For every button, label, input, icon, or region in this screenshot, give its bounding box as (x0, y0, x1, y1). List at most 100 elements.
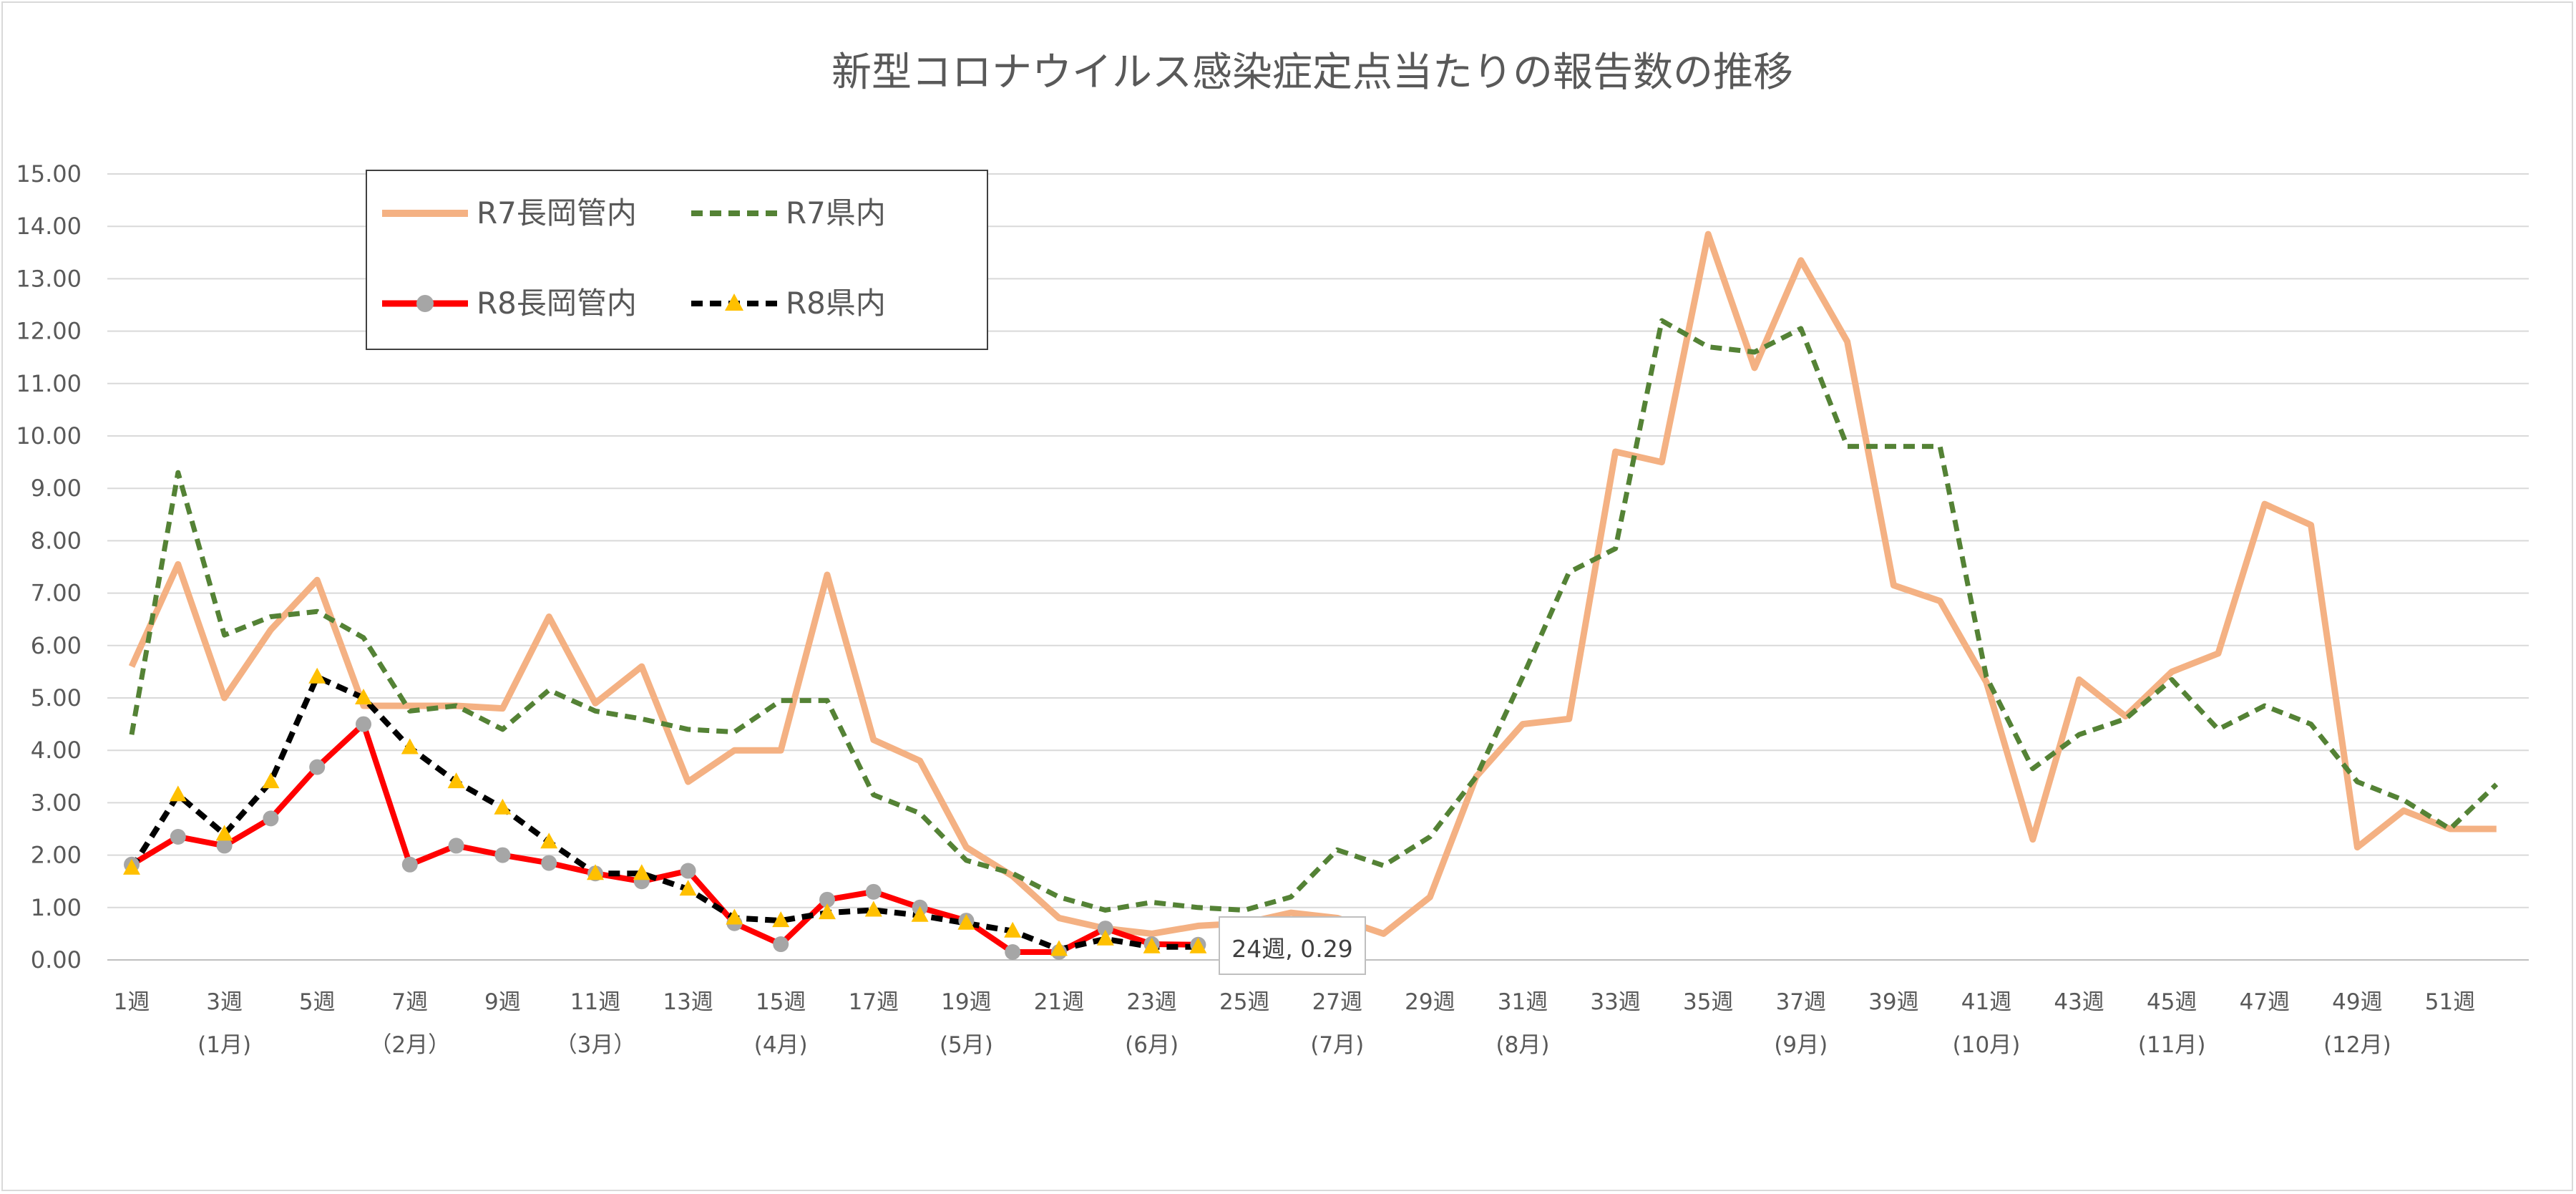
month-label: (6月) (1125, 1032, 1179, 1058)
x-tick-label: 19週 (941, 989, 991, 1015)
month-label: (7月) (1310, 1032, 1364, 1058)
y-tick-label: 14.00 (16, 213, 82, 240)
y-tick-label: 10.00 (16, 422, 82, 450)
x-tick-label: 33週 (1590, 989, 1640, 1015)
data-point-r8-ken (957, 913, 975, 930)
data-point-r8-nagaoka (1097, 921, 1113, 937)
data-point-r8-ken (1143, 937, 1161, 953)
data-point-r8-nagaoka (819, 891, 835, 908)
x-tick-label: 37週 (1776, 989, 1826, 1015)
series-markers (123, 667, 1207, 961)
line-chart: 新型コロナウイルス感染症定点当たりの報告数の推移 0.00 1.00 2.00 3.0… (16, 49, 2529, 1058)
data-point-r8-nagaoka (216, 838, 233, 854)
y-tick-label: 11.00 (16, 370, 82, 397)
data-point-r8-ken (215, 825, 233, 841)
y-tick-label: 4.00 (31, 737, 82, 764)
month-label: (9月) (1774, 1032, 1828, 1058)
legend-marker-r8-ken (725, 293, 743, 311)
y-tick-label: 6.00 (31, 632, 82, 659)
legend-marker-r8-nagaoka (416, 295, 434, 312)
y-tick-label: 3.00 (31, 789, 82, 816)
data-point-r8-nagaoka (865, 883, 882, 900)
month-label: (12月) (2323, 1032, 2391, 1058)
month-labels: (1月) （2月） （3月） (4月) (5月) (6月) (7月) (8月) (9月) (10月… (197, 1032, 2391, 1058)
data-point-r8-nagaoka (263, 810, 279, 827)
y-tick-label: 5.00 (31, 684, 82, 712)
y-axis-labels: 0.00 1.00 2.00 3.00 4.00 5.00 6.00 7.00 8.00 9.00… (16, 160, 82, 974)
month-label: (5月) (940, 1032, 993, 1058)
series-line-r8-nagaoka (130, 721, 1199, 956)
series-line-r7-ken (129, 318, 2499, 913)
y-tick-label: 13.00 (16, 265, 82, 292)
data-point-r8-ken (169, 785, 187, 802)
x-tick-label: 47週 (2240, 989, 2290, 1015)
data-point-r8-ken (1096, 929, 1114, 946)
data-point-r8-ken (633, 864, 650, 880)
data-point-r8-ken (1004, 921, 1022, 938)
data-point-r8-nagaoka (1005, 944, 1021, 961)
month-label: （2月） (369, 1032, 450, 1058)
tooltip-box (1219, 916, 1366, 975)
data-point-r8-ken (819, 903, 836, 920)
data-point-r8-ken (772, 911, 790, 928)
data-point-r8-nagaoka (401, 856, 418, 873)
data-point-r8-nagaoka (773, 936, 789, 953)
x-tick-label: 1週 (114, 989, 150, 1015)
x-tick-label: 43週 (2054, 989, 2104, 1015)
legend: R7長岡管内 R7県内 R8長岡管内 R8県内 (366, 170, 988, 350)
x-tick-label: 23週 (1126, 989, 1176, 1015)
x-tick-label: 35週 (1683, 989, 1733, 1015)
x-tick-label: 31週 (1498, 989, 1548, 1015)
y-tick-label: 15.00 (16, 160, 82, 188)
x-tick-label: 51週 (2425, 989, 2475, 1015)
x-tick-label: 49週 (2332, 989, 2382, 1015)
data-point-r8-ken (864, 901, 882, 917)
data-point-r8-nagaoka (680, 863, 696, 879)
data-point-r8-ken (123, 858, 140, 875)
tooltip-text: 24週, 0.29 (1231, 935, 1352, 963)
data-point-r8-ken (262, 772, 280, 789)
x-tick-label: 5週 (299, 989, 336, 1015)
series-line-r8-ken (129, 674, 1199, 953)
x-tick-label: 41週 (1961, 989, 2011, 1015)
month-label: (11月) (2138, 1032, 2206, 1058)
month-label: (10月) (1953, 1032, 2021, 1058)
data-tooltip: 24週, 0.29 (1219, 916, 1366, 975)
data-point-r8-ken (679, 880, 697, 896)
data-point-r8-ken (1189, 937, 1207, 953)
x-tick-label: 27週 (1312, 989, 1362, 1015)
month-label: （3月） (555, 1032, 636, 1058)
series-line-r7-nagaoka (128, 230, 2497, 937)
x-tick-label: 25週 (1219, 989, 1269, 1015)
legend-label-r8-ken: R8県内 (786, 286, 886, 321)
data-point-r8-nagaoka (356, 716, 371, 732)
data-point-r8-ken (587, 864, 604, 880)
x-tick-label: 29週 (1405, 989, 1455, 1015)
y-tick-label: 8.00 (31, 527, 82, 554)
x-tick-label: 39週 (1868, 989, 1918, 1015)
x-tick-label: 3週 (206, 989, 243, 1015)
data-point-r8-nagaoka (541, 855, 557, 871)
x-tick-label: 11週 (570, 989, 620, 1015)
data-point-r8-nagaoka (170, 828, 186, 845)
data-point-r8-ken (308, 667, 326, 684)
data-point-r8-nagaoka (494, 847, 511, 863)
y-tick-label: 1.00 (31, 894, 82, 921)
month-label: (8月) (1496, 1032, 1550, 1058)
x-tick-label: 9週 (484, 989, 521, 1015)
x-tick-label: 15週 (756, 989, 806, 1015)
y-tick-label: 9.00 (31, 475, 82, 502)
y-tick-label: 12.00 (16, 318, 82, 345)
legend-box (366, 170, 988, 350)
data-point-r8-ken (355, 689, 372, 704)
y-tick-label: 2.00 (31, 842, 82, 869)
data-point-r8-ken (726, 908, 743, 925)
month-label: (1月) (197, 1032, 251, 1058)
data-point-r8-ken (447, 772, 465, 789)
legend-label-r7-nagaoka: R7長岡管内 (477, 195, 637, 230)
data-point-r8-ken (1050, 940, 1068, 956)
x-tick-label: 13週 (663, 989, 713, 1015)
data-point-r8-nagaoka (309, 759, 326, 775)
data-point-r8-ken (540, 833, 558, 849)
data-point-r8-ken (494, 798, 512, 815)
